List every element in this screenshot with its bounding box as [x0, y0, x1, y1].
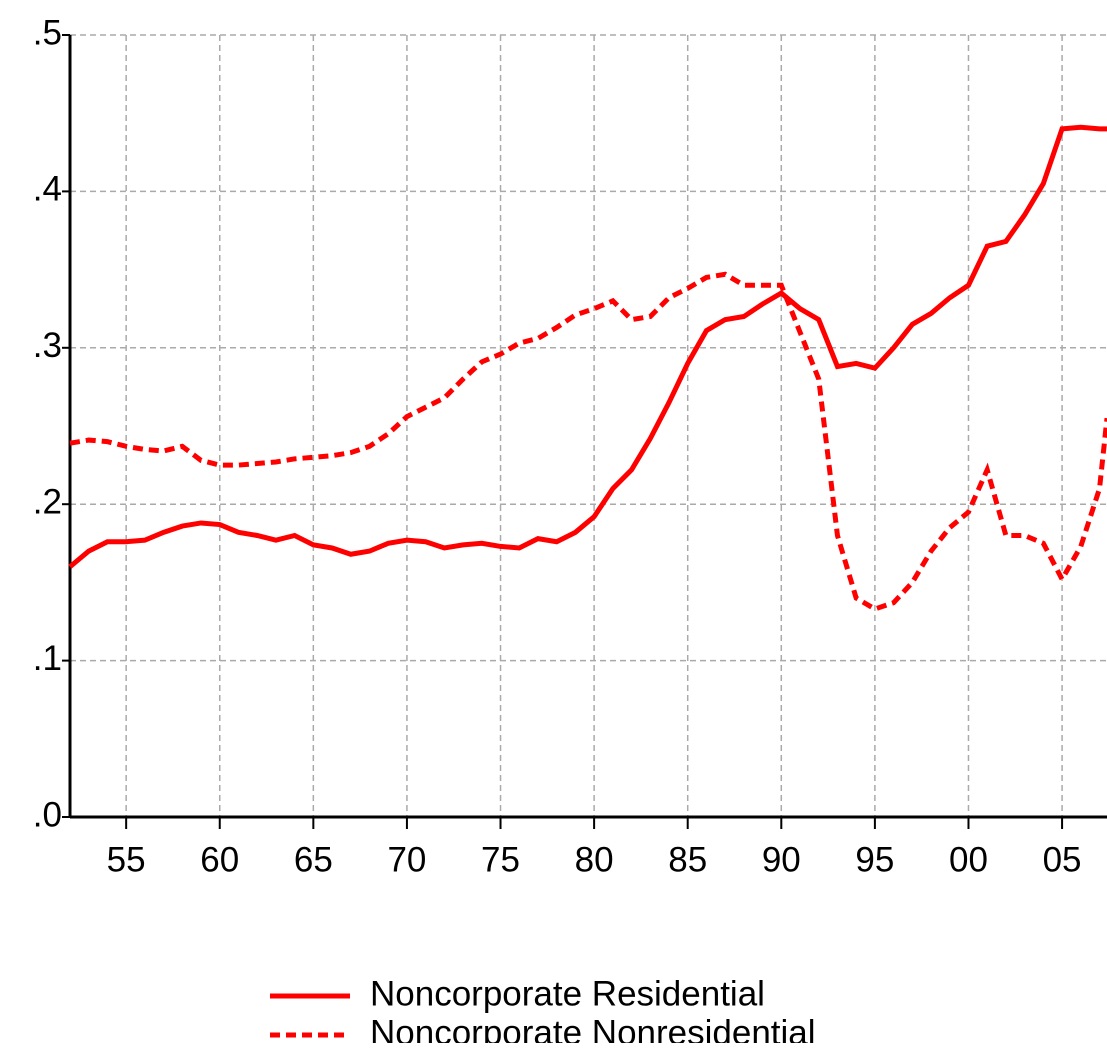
y-tick-label: .0 — [33, 795, 62, 834]
y-tick-label: .2 — [33, 482, 62, 521]
x-tick-label: 65 — [294, 840, 333, 879]
x-tick-label: 75 — [481, 840, 520, 879]
legend-label: Noncorporate Nonresidential — [370, 1013, 816, 1043]
x-tick-label: 05 — [1043, 840, 1082, 879]
x-tick-label: 80 — [575, 840, 614, 879]
y-tick-label: .4 — [33, 170, 62, 209]
y-tick-label: .5 — [33, 13, 62, 52]
x-tick-label: 70 — [387, 840, 426, 879]
y-tick-label: .3 — [33, 326, 62, 365]
y-tick-label: .1 — [33, 639, 62, 678]
x-tick-label: 55 — [107, 840, 146, 879]
legend-label: Noncorporate Residential — [370, 974, 765, 1013]
x-tick-label: 95 — [855, 840, 894, 879]
x-tick-label: 85 — [668, 840, 707, 879]
x-tick-label: 00 — [949, 840, 988, 879]
series-line — [69, 271, 1107, 612]
x-tick-label: 60 — [200, 840, 239, 879]
x-tick-label: 90 — [762, 840, 801, 879]
series-line — [68, 124, 1107, 569]
